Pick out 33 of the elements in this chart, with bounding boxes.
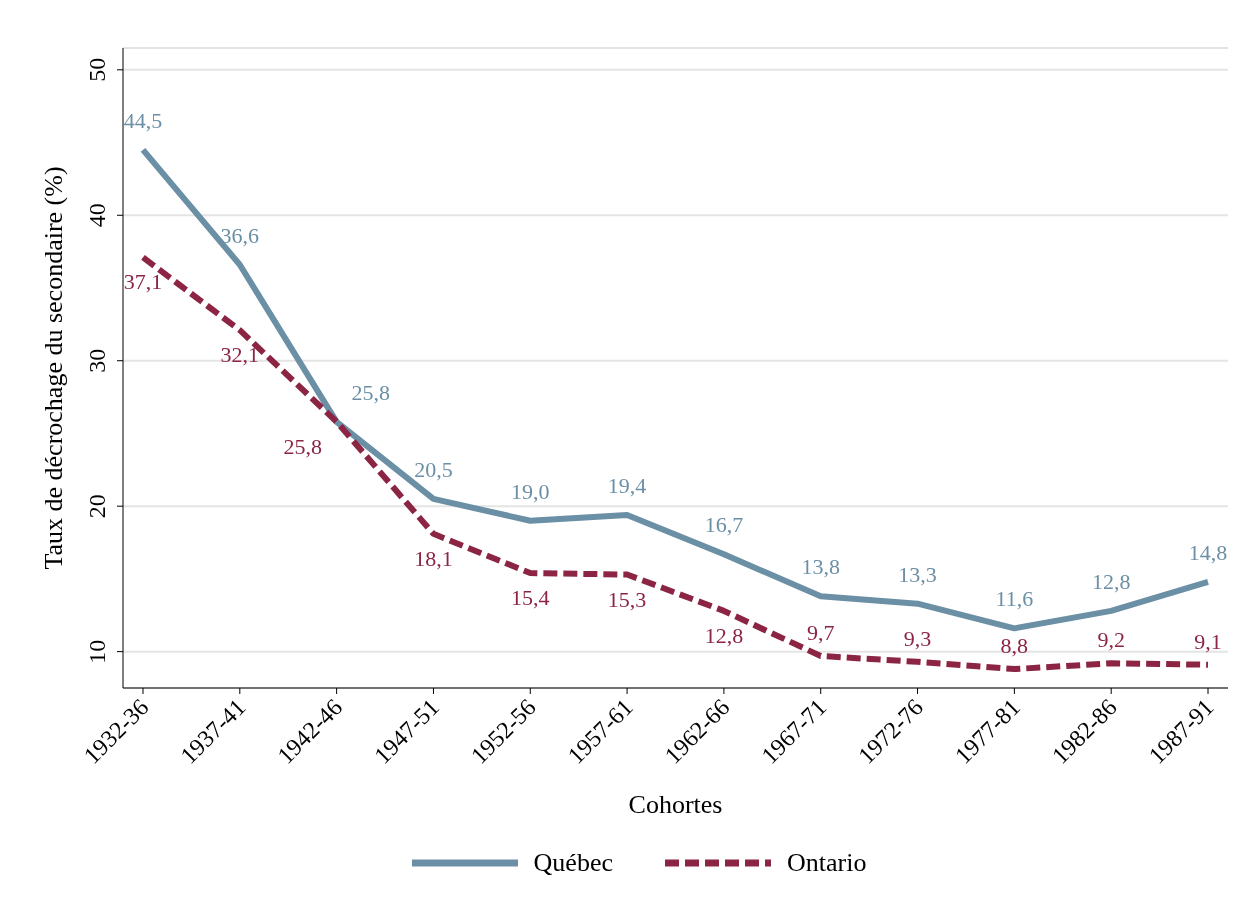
data-label: 19,4 <box>607 472 647 498</box>
data-label: 18,1 <box>414 545 453 571</box>
data-label: 19,0 <box>511 478 550 504</box>
y-tick-label: 40 <box>84 203 110 228</box>
data-label: 36,6 <box>220 222 260 248</box>
data-label: 9,2 <box>1097 627 1125 653</box>
data-label: 8,8 <box>1000 633 1029 659</box>
x-axis-title: Cohortes <box>628 790 723 819</box>
data-label: 32,1 <box>220 342 260 368</box>
data-label: 9,1 <box>1194 628 1222 654</box>
legend-label: Ontario <box>786 848 867 878</box>
data-label: 9,7 <box>806 620 835 645</box>
data-label: 15,4 <box>511 585 550 611</box>
data-label: 12,8 <box>1091 568 1131 594</box>
data-label: 14,8 <box>1188 539 1228 565</box>
data-label: 25,8 <box>283 433 322 459</box>
data-label: 15,3 <box>607 586 647 612</box>
data-label: 13,8 <box>801 554 840 580</box>
y-axis-title: Taux de décrochage du secondaire (%) <box>39 166 69 570</box>
y-tick-label: 20 <box>84 494 110 519</box>
y-tick-label: 10 <box>84 639 110 664</box>
data-label: 11,6 <box>995 586 1034 612</box>
data-label: 16,7 <box>704 512 744 538</box>
data-label: 37,1 <box>123 269 163 295</box>
data-label: 12,8 <box>704 622 744 648</box>
data-label: 25,8 <box>351 379 390 405</box>
data-label: 9,3 <box>903 625 932 651</box>
y-tick-label: 30 <box>84 348 110 373</box>
legend-label: Québec <box>533 848 613 878</box>
y-tick-label: 50 <box>84 57 110 82</box>
data-label: 44,5 <box>123 107 163 133</box>
data-label: 20,5 <box>414 456 453 482</box>
data-label: 13,3 <box>898 561 937 587</box>
